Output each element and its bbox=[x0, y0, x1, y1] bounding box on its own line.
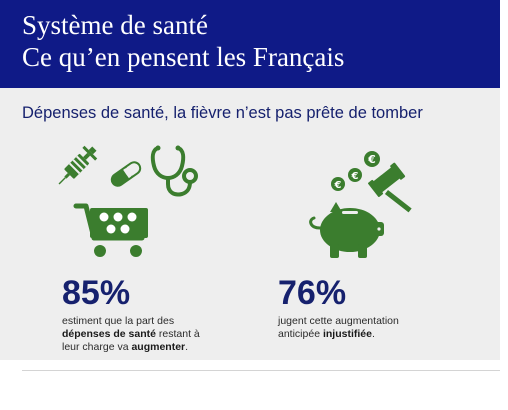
bottom-divider bbox=[22, 370, 500, 371]
stat-1-line-2: dépenses de santé restant à bbox=[62, 328, 200, 340]
stat-2-line-1: jugent cette augmentation bbox=[278, 315, 399, 327]
stat-value-85: 85% bbox=[62, 274, 131, 312]
subtitle: Dépenses de santé, la fièvre n’est pas p… bbox=[22, 104, 423, 122]
stat-1-line-1: estiment que la part des bbox=[62, 315, 175, 327]
shopping-cart-icon bbox=[73, 203, 148, 257]
euro-coins-icon: € € € bbox=[331, 151, 380, 191]
svg-text:€: € bbox=[351, 171, 359, 182]
stat-value-76: 76% bbox=[278, 274, 347, 312]
header-banner: Système de santé Ce qu’en pensent les Fr… bbox=[0, 0, 500, 88]
title-line-2: Ce qu’en pensent les Français bbox=[22, 42, 345, 72]
stethoscope-icon bbox=[150, 145, 198, 197]
piggy-bank-icon bbox=[309, 202, 384, 258]
gavel-icon bbox=[368, 162, 412, 213]
pill-icon bbox=[110, 161, 142, 187]
stat-description-2: jugent cette augmentation anticipée inju… bbox=[278, 315, 399, 341]
stat-1-line-3: leur charge va augmenter. bbox=[62, 341, 189, 353]
stat-2-line-2: anticipée injustifiée. bbox=[278, 328, 375, 340]
svg-text:€: € bbox=[334, 180, 342, 191]
content-panel: Dépenses de santé, la fièvre n’est pas p… bbox=[0, 88, 500, 360]
syringe-icon bbox=[58, 145, 98, 185]
svg-text:€: € bbox=[367, 153, 376, 166]
title-line-1: Système de santé bbox=[22, 10, 208, 40]
stat-description-1: estiment que la part des dépenses de san… bbox=[62, 315, 200, 354]
